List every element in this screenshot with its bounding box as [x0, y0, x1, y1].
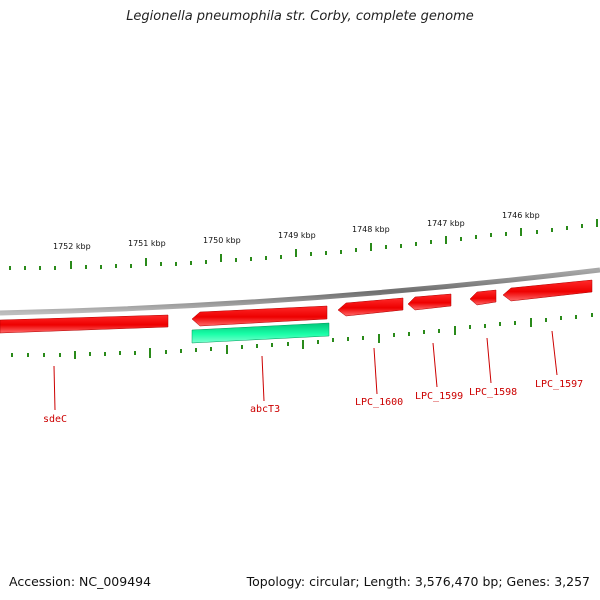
accession-text: Accession: NC_009494: [9, 574, 152, 589]
reverse-gene[interactable]: [191, 322, 330, 344]
scale-label-1746: 1746 kbp: [502, 211, 540, 220]
gene-LPC_1599[interactable]: [407, 293, 452, 311]
gene-LPC_1600[interactable]: [337, 297, 404, 317]
gene-label-LPC_1597: LPC_1597: [535, 379, 583, 390]
inner-ticks: [11, 313, 593, 359]
gene-label-abcT3: abcT3: [250, 404, 280, 415]
forward-genes: [0, 279, 593, 334]
scale-label-1750: 1750 kbp: [203, 236, 241, 245]
scale-label-1748: 1748 kbp: [352, 225, 390, 234]
gene-label-LPC_1599: LPC_1599: [415, 391, 463, 402]
gene-LPC_1598[interactable]: [469, 289, 497, 306]
gene-abcT3[interactable]: [191, 305, 328, 327]
gene-label-sdeC: sdeC: [43, 414, 67, 425]
scale-label-1752: 1752 kbp: [53, 242, 91, 251]
gene-label-LPC_1600: LPC_1600: [355, 397, 403, 408]
scale-label-1751: 1751 kbp: [128, 239, 166, 248]
scale-label-1747: 1747 kbp: [427, 219, 465, 228]
gene-label-lines: [53, 330, 558, 411]
genome-backbone: [0, 267, 600, 316]
gene-label-LPC_1598: LPC_1598: [469, 387, 517, 398]
genome-stats-text: Topology: circular; Length: 3,576,470 bp…: [246, 574, 590, 589]
gene-sdeC[interactable]: [0, 314, 169, 334]
scale-label-1749: 1749 kbp: [278, 231, 316, 240]
map-title: Legionella pneumophila str. Corby, compl…: [126, 9, 474, 24]
gene-LPC_1597[interactable]: [502, 279, 593, 302]
outer-ticks: [9, 219, 598, 270]
